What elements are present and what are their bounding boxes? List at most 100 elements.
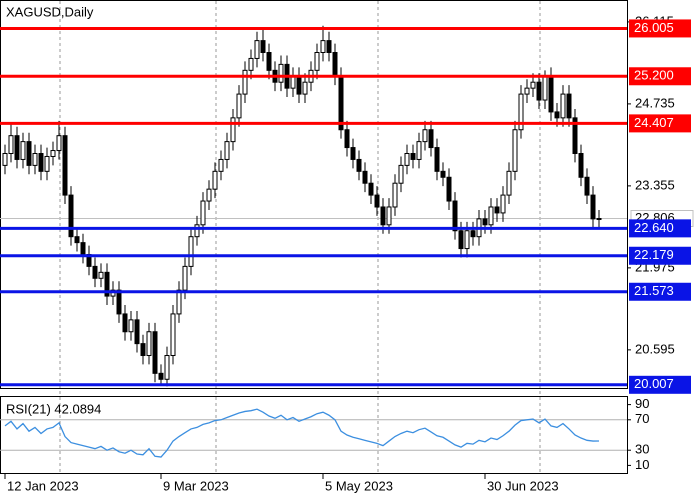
candle-body [332, 52, 338, 77]
candle-body [410, 153, 416, 160]
candle-body [488, 206, 494, 226]
candle-body [230, 117, 236, 143]
candle-body [464, 230, 470, 250]
level-label-box [629, 282, 691, 301]
candle-body [26, 141, 32, 166]
candle-body [194, 224, 200, 238]
candle-body [170, 313, 176, 357]
candle-body [314, 52, 320, 71]
candle-body [248, 57, 254, 71]
candle-body [158, 372, 164, 380]
candle-body [494, 206, 500, 214]
y-tick-label: 23.355 [635, 177, 675, 192]
candle-body [536, 81, 542, 101]
candle-body [398, 164, 404, 184]
candle-body [56, 135, 62, 152]
candle-body [548, 75, 554, 113]
rsi-title: RSI(21) 42.0894 [6, 401, 101, 416]
candle-body [104, 271, 110, 297]
candle-body [92, 265, 98, 279]
candle-body [140, 343, 146, 357]
candle-body [428, 129, 434, 149]
rsi-y-tick-label: 10 [635, 457, 649, 472]
candle-body [8, 135, 14, 155]
candle-body [446, 176, 452, 202]
candle-body [206, 188, 212, 202]
candle-body [380, 206, 386, 226]
candle-body [278, 63, 284, 83]
candle-body [218, 158, 224, 172]
candle-body [50, 150, 56, 157]
level-label-box [629, 67, 691, 86]
candle-body [14, 135, 20, 160]
candle-body [362, 170, 368, 184]
candle-body [98, 271, 104, 279]
rsi-panel-frame [0, 396, 628, 474]
candle-body [2, 153, 8, 166]
candle-body [374, 194, 380, 208]
level-label: 22.640 [634, 220, 674, 235]
candle-body [320, 40, 326, 54]
x-tick-label: 9 Mar 2023 [163, 478, 229, 493]
candle-body [80, 242, 86, 256]
candle-body [590, 194, 596, 220]
candle-body [182, 265, 188, 291]
level-label: 26.005 [634, 20, 674, 35]
level-label-box [629, 219, 691, 238]
level-label-box [629, 375, 691, 394]
candle-body [128, 319, 134, 333]
candle-body [530, 81, 536, 89]
rsi-y-tick-label: 90 [635, 396, 649, 411]
candle-body [350, 147, 356, 160]
x-tick-label: 5 May 2023 [325, 478, 393, 493]
candle-body [554, 111, 560, 119]
rsi-line [4, 408, 600, 458]
candle-body [392, 182, 398, 208]
candle-body [404, 153, 410, 166]
candle-body [344, 129, 350, 149]
candle-body [542, 75, 548, 101]
candle-body [386, 206, 392, 226]
level-label: 22.179 [634, 247, 674, 262]
candle-body [266, 52, 272, 71]
candle-body [236, 93, 242, 119]
candle-body [302, 81, 308, 95]
candle-body [470, 230, 476, 238]
rsi-y-tick-label: 30 [635, 442, 649, 457]
candle-body [584, 176, 590, 196]
candle-body [356, 158, 362, 172]
candle-body [290, 75, 296, 89]
candle-body [458, 230, 464, 250]
candle-body [566, 93, 572, 119]
candle-body [482, 218, 488, 226]
candle-body [596, 218, 602, 221]
candle-body [254, 40, 260, 59]
candle-body [500, 194, 506, 214]
level-label-box [629, 114, 691, 133]
candle-body [572, 117, 578, 155]
candle-body [560, 93, 566, 119]
candle-body [242, 69, 248, 95]
candle-body [260, 40, 266, 54]
level-label: 24.407 [634, 115, 674, 130]
candle-body [518, 93, 524, 131]
candle-body [578, 153, 584, 178]
candle-body [74, 236, 80, 244]
candle-body [20, 141, 26, 160]
candle-body [164, 355, 170, 380]
candle-body [62, 135, 68, 196]
candle-body [122, 313, 128, 333]
candle-body [440, 170, 446, 178]
candle-body [38, 153, 44, 172]
candle-body [524, 87, 530, 95]
candle-body [506, 170, 512, 196]
level-label: 20.007 [634, 376, 674, 391]
candle-body [68, 194, 74, 238]
candle-body [116, 289, 122, 315]
level-label: 21.573 [634, 283, 674, 298]
rsi-y-tick-label: 70 [635, 411, 649, 426]
x-tick-label: 30 Jun 2023 [487, 478, 559, 493]
level-label-box [629, 19, 691, 38]
